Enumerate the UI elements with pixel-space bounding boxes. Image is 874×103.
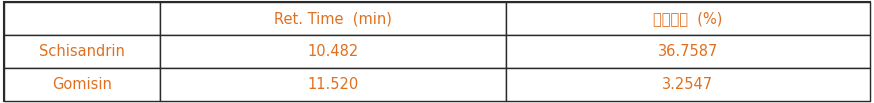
Bar <box>506 2 870 35</box>
Text: Schisandrin: Schisandrin <box>39 44 125 59</box>
Text: 36.7587: 36.7587 <box>658 44 718 59</box>
Bar <box>506 68 870 101</box>
Text: 상대함량  (%): 상대함량 (%) <box>653 11 723 26</box>
Text: Gomisin: Gomisin <box>52 77 112 92</box>
Bar <box>4 68 160 101</box>
Text: 10.482: 10.482 <box>308 44 359 59</box>
Bar <box>4 35 160 68</box>
Text: Ret. Time  (min): Ret. Time (min) <box>274 11 392 26</box>
Bar <box>4 2 160 35</box>
Bar <box>160 35 506 68</box>
Text: 11.520: 11.520 <box>308 77 359 92</box>
Bar <box>506 35 870 68</box>
Text: 3.2547: 3.2547 <box>662 77 713 92</box>
Bar <box>160 68 506 101</box>
Bar <box>160 2 506 35</box>
